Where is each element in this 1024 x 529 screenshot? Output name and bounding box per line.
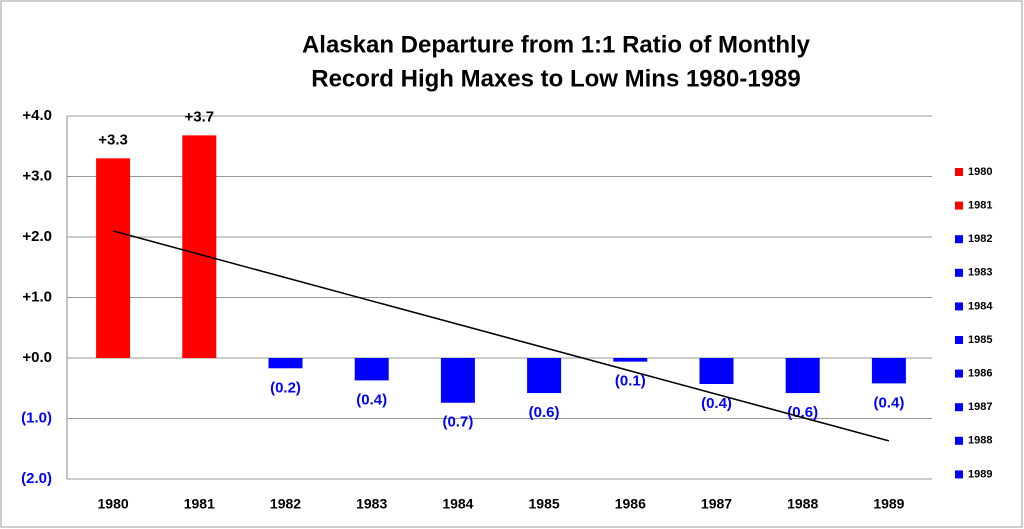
legend-label: 1988 <box>968 435 992 447</box>
value-label: +3.3 <box>98 131 128 148</box>
legend-swatch <box>955 235 963 244</box>
y-tick-label: +4.0 <box>22 107 52 124</box>
x-tick-label: 1985 <box>529 496 560 512</box>
legend-swatch <box>955 436 963 445</box>
x-tick-label: 1986 <box>615 496 646 512</box>
y-tick-label: +0.0 <box>22 349 52 366</box>
y-tick-label: +3.0 <box>22 167 52 184</box>
bar <box>440 358 475 403</box>
bar <box>354 358 389 381</box>
bar <box>96 158 131 358</box>
legend-swatch <box>955 302 963 311</box>
x-tick-label: 1981 <box>184 496 215 512</box>
legend-label: 1983 <box>968 267 992 279</box>
legend-swatch <box>955 168 963 176</box>
y-tick-label: +2.0 <box>22 228 52 245</box>
bar <box>613 358 648 362</box>
value-label: (0.7) <box>442 414 473 431</box>
bar <box>182 135 217 358</box>
bar <box>871 358 906 384</box>
value-label: (0.6) <box>787 404 818 421</box>
x-tick-label: 1980 <box>98 496 129 512</box>
x-tick-label: 1982 <box>270 496 301 512</box>
y-tick-label: (2.0) <box>21 470 52 487</box>
y-tick-label: +1.0 <box>22 288 52 305</box>
bar <box>268 358 303 369</box>
legend-label: 1989 <box>968 468 992 480</box>
value-label: (0.4) <box>356 391 387 408</box>
legend-swatch <box>955 369 963 378</box>
y-tick-label: (1.0) <box>21 409 52 426</box>
legend-label: 1986 <box>968 368 992 380</box>
value-label: +3.7 <box>184 108 214 125</box>
legend-swatch <box>955 470 963 479</box>
value-label: (0.6) <box>529 404 560 421</box>
legend-label: 1984 <box>968 300 993 312</box>
x-tick-label: 1984 <box>442 496 473 512</box>
legend-label: 1981 <box>968 200 992 212</box>
x-tick-label: 1987 <box>701 496 732 512</box>
bar <box>527 358 562 394</box>
legend-label: 1980 <box>968 166 992 178</box>
value-label: (0.4) <box>701 395 732 412</box>
legend-swatch <box>955 268 963 277</box>
chart-title: Alaskan Departure from 1:1 Ratio of Mont… <box>302 31 811 58</box>
bar <box>699 358 734 385</box>
value-label: (0.4) <box>873 394 904 411</box>
bar <box>785 358 820 394</box>
x-tick-label: 1983 <box>356 496 387 512</box>
legend-label: 1982 <box>968 233 992 245</box>
trend-line <box>112 230 890 442</box>
x-tick-label: 1989 <box>873 496 904 512</box>
chart-title: Record High Maxes to Low Mins 1980-1989 <box>311 65 800 92</box>
x-tick-label: 1988 <box>787 496 818 512</box>
legend-swatch <box>955 403 963 412</box>
legend-label: 1985 <box>968 334 992 346</box>
legend-swatch <box>955 336 963 344</box>
value-label: (0.1) <box>615 373 646 390</box>
legend-label: 1987 <box>968 401 992 413</box>
value-label: (0.2) <box>270 379 301 396</box>
legend-swatch <box>955 201 963 210</box>
